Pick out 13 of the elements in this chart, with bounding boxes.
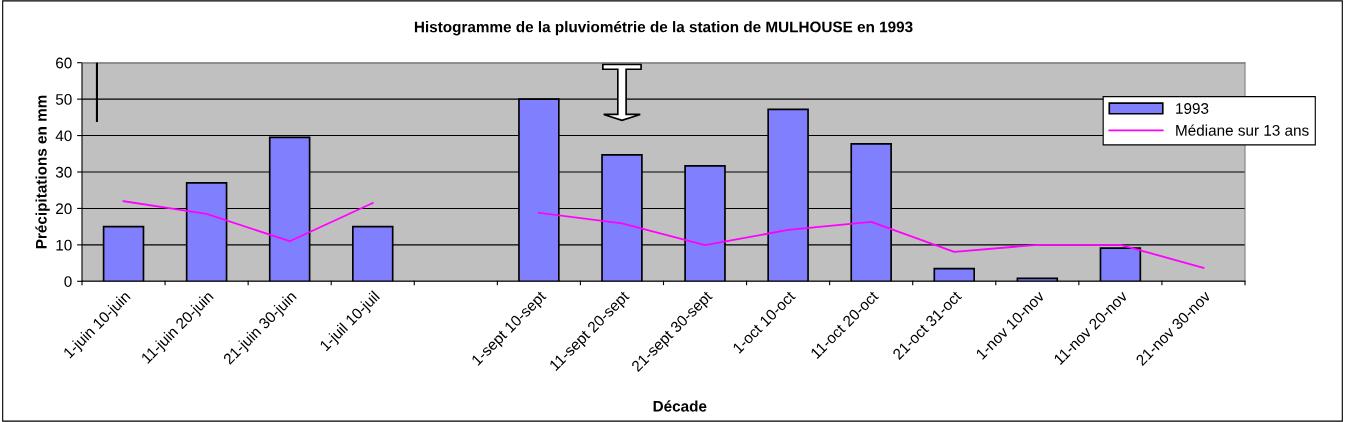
- y-tick-label: 30: [55, 166, 72, 178]
- x-axis-title: Décade: [653, 400, 707, 412]
- y-tick-label: 20: [56, 203, 72, 215]
- y-tick-label: 50: [55, 94, 72, 105]
- bar: [933, 267, 976, 282]
- y-tick-label: 40: [55, 130, 72, 142]
- y-tick-label: 60: [56, 57, 72, 69]
- chart-title: Histogramme de la pluviométrie de la station de MULHOUSE en 1993: [414, 20, 913, 36]
- y-tick-label: 10: [56, 239, 72, 251]
- legend-label: 1993: [1176, 103, 1209, 114]
- y-axis-title: Précipitations en mm: [35, 95, 50, 249]
- legend-label: Médiane sur 13 ans: [1176, 124, 1309, 136]
- y-tick-label: 0: [64, 276, 72, 287]
